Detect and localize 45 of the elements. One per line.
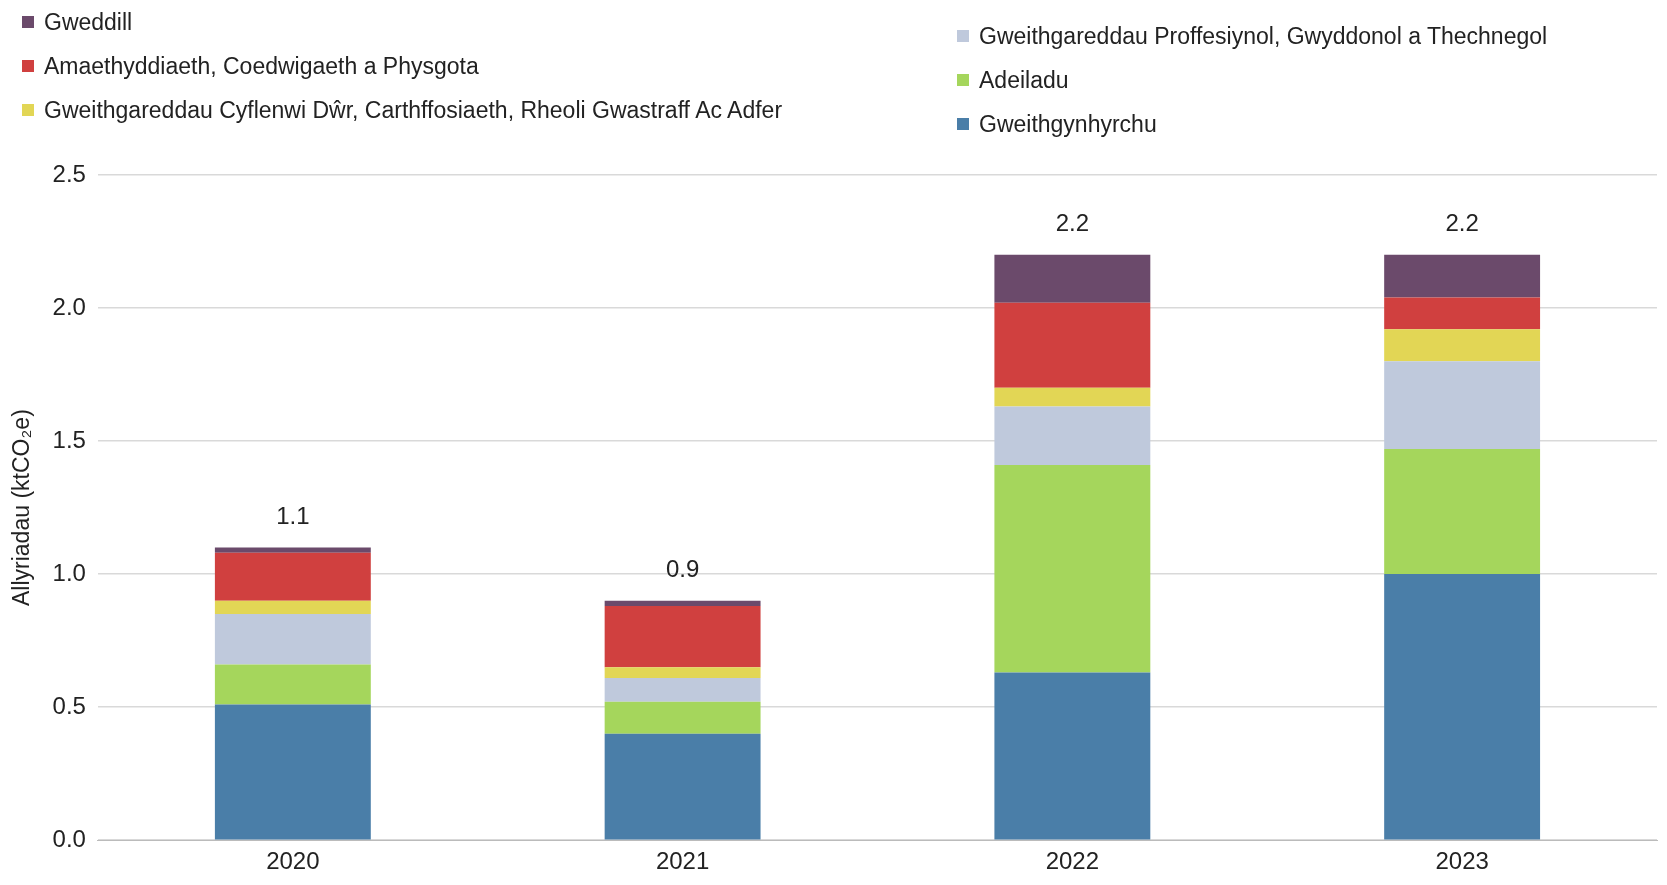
legend-label: Gweithgynhyrchu <box>979 110 1157 138</box>
x-tick-label: 2021 <box>655 847 710 875</box>
legend-label: Gweithgareddau Cyflenwi Dŵr, Carthffosiaeth, Rheoli Gwastraff Ac Adfer <box>44 96 783 124</box>
bar <box>604 606 761 668</box>
bar <box>214 614 371 665</box>
y-tick-label: 2.0 <box>52 292 86 320</box>
legend-label: Amaethyddiaeth, Coedwigaeth a Physgota <box>44 52 479 80</box>
legend-label: Adeiladu <box>979 66 1069 94</box>
bar <box>994 672 1151 840</box>
bar <box>214 704 371 840</box>
x-tick-label: 2022 <box>1045 847 1100 875</box>
y-tick-label: 0.0 <box>52 824 86 852</box>
bar <box>214 552 371 601</box>
bar <box>1384 254 1541 298</box>
y-axis-title: Allyriadau (ktCO₂e) <box>8 409 35 607</box>
bar <box>994 387 1151 407</box>
bar <box>994 302 1151 388</box>
bar <box>994 254 1151 303</box>
bar <box>994 465 1151 673</box>
legend-label: Gweddill <box>44 8 133 36</box>
total-label: 0.9 <box>665 555 700 583</box>
legend-label: Gweithgareddau Proffesiynol, Gwyddonol a Thechnegol <box>979 22 1548 50</box>
bar <box>214 664 371 705</box>
y-tick-label: 2.5 <box>52 159 86 187</box>
bar <box>604 667 761 678</box>
bar <box>604 677 761 702</box>
bar <box>1384 449 1541 575</box>
bar <box>1384 297 1541 330</box>
bar <box>604 600 761 607</box>
y-tick-label: 1.0 <box>52 558 86 586</box>
x-tick-label: 2020 <box>266 847 320 875</box>
bar <box>214 547 371 553</box>
bar <box>994 406 1151 466</box>
bar <box>214 600 371 615</box>
x-tick-label: 2023 <box>1435 847 1489 875</box>
bar <box>604 701 761 734</box>
y-tick-label: 0.5 <box>52 691 86 719</box>
total-label: 2.2 <box>1445 209 1479 237</box>
bar <box>1384 329 1541 362</box>
y-tick-label: 1.5 <box>52 425 86 453</box>
bar <box>1384 361 1541 450</box>
total-label: 2.2 <box>1055 209 1090 237</box>
total-label: 1.1 <box>276 502 310 530</box>
bar <box>604 733 761 840</box>
bar <box>1384 574 1541 840</box>
